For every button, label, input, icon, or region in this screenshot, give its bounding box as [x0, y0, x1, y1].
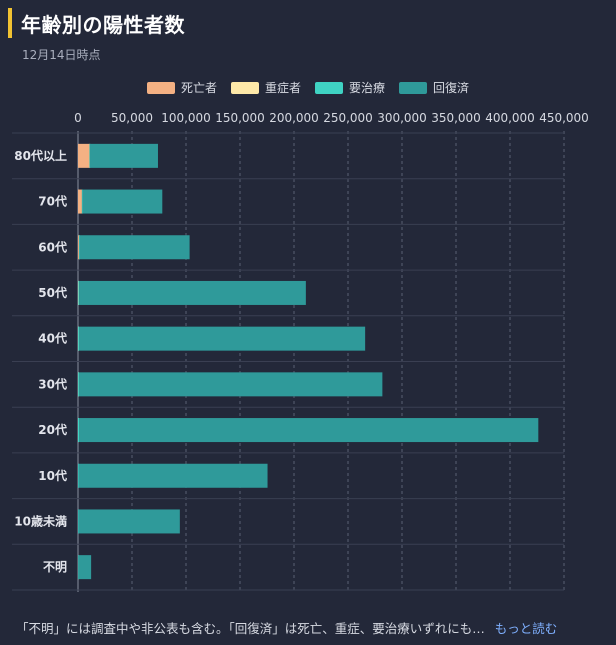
- legend-swatch-deaths: [146, 81, 175, 94]
- x-tick-label: 150,000: [215, 111, 265, 125]
- x-tick-label: 50,000: [111, 111, 153, 125]
- y-category-label: 10歳未満: [14, 513, 67, 528]
- x-tick-label: 350,000: [431, 111, 481, 125]
- chart-legend: 死亡者 重症者 要治療 回復済: [0, 79, 616, 96]
- bar-segment: [78, 372, 79, 397]
- bar-segment: [82, 189, 163, 214]
- legend-label-severe: 重症者: [264, 81, 301, 95]
- x-tick-label: 400,000: [485, 111, 535, 125]
- legend-swatch-treatment: [315, 81, 343, 94]
- bar-segment: [79, 235, 190, 260]
- title-block: 年齢別の陽性者数: [8, 8, 185, 38]
- legend-label-deaths: 死亡者: [180, 81, 217, 95]
- x-tick-label: 250,000: [323, 111, 373, 125]
- bar-segment: [79, 418, 539, 443]
- read-more-link[interactable]: もっと読む: [494, 621, 558, 636]
- bar-segment: [78, 143, 90, 168]
- x-tick-label: 200,000: [269, 111, 319, 125]
- y-category-label: 30代: [38, 376, 67, 391]
- bar-segment: [78, 555, 92, 580]
- legend-item-recovered[interactable]: 回復済: [399, 79, 469, 96]
- x-tick-label: 0: [74, 111, 82, 125]
- legend-item-deaths[interactable]: 死亡者: [146, 79, 217, 96]
- bar-segment: [81, 189, 83, 214]
- bar-segment: [78, 509, 180, 534]
- bar-segment: [78, 235, 79, 260]
- bar-segment: [89, 143, 91, 168]
- y-category-label: 40代: [38, 331, 67, 346]
- bar-segment: [78, 418, 80, 443]
- y-category-label: 50代: [38, 285, 67, 300]
- legend-swatch-severe: [230, 81, 259, 94]
- x-tick-label: 300,000: [377, 111, 427, 125]
- legend-label-recovered: 回復済: [433, 81, 470, 95]
- bar-segment: [78, 189, 82, 214]
- y-category-label: 70代: [38, 194, 67, 209]
- x-tick-label: 450,000: [539, 111, 589, 125]
- y-category-label: 10代: [38, 468, 67, 483]
- bar-segment: [78, 463, 268, 488]
- legend-item-severe[interactable]: 重症者: [230, 79, 301, 96]
- bar-segment: [78, 372, 383, 397]
- legend-item-treatment[interactable]: 要治療: [315, 79, 385, 96]
- y-category-label: 不明: [43, 560, 67, 574]
- legend-label-treatment: 要治療: [349, 81, 386, 95]
- bar-segment: [89, 143, 158, 168]
- bar-segment: [79, 280, 306, 305]
- page-title: 年齢別の陽性者数: [21, 12, 185, 37]
- legend-swatch-recovered: [399, 81, 428, 94]
- footnote-text: 「不明」には調査中や非公表も含む。「回復済」は死亡、重症、要治療いずれにも…: [16, 621, 485, 636]
- bar-segment: [78, 326, 79, 351]
- footnote: 「不明」には調査中や非公表も含む。「回復済」は死亡、重症、要治療いずれにも… も…: [16, 618, 606, 637]
- bar-segment: [78, 326, 366, 351]
- y-category-label: 80代以上: [14, 148, 67, 163]
- bar-segment: [79, 235, 80, 260]
- bar-segment: [78, 280, 80, 305]
- date-subtitle: 12月14日時点: [22, 48, 101, 62]
- x-tick-label: 100,000: [161, 111, 211, 125]
- age-bar-chart: 0 50,000 100,000 150,000 200,000 250,000 300,0…: [12, 111, 589, 592]
- y-category-label: 60代: [38, 239, 67, 254]
- bar-segment: [78, 463, 79, 488]
- y-category-label: 20代: [38, 422, 67, 437]
